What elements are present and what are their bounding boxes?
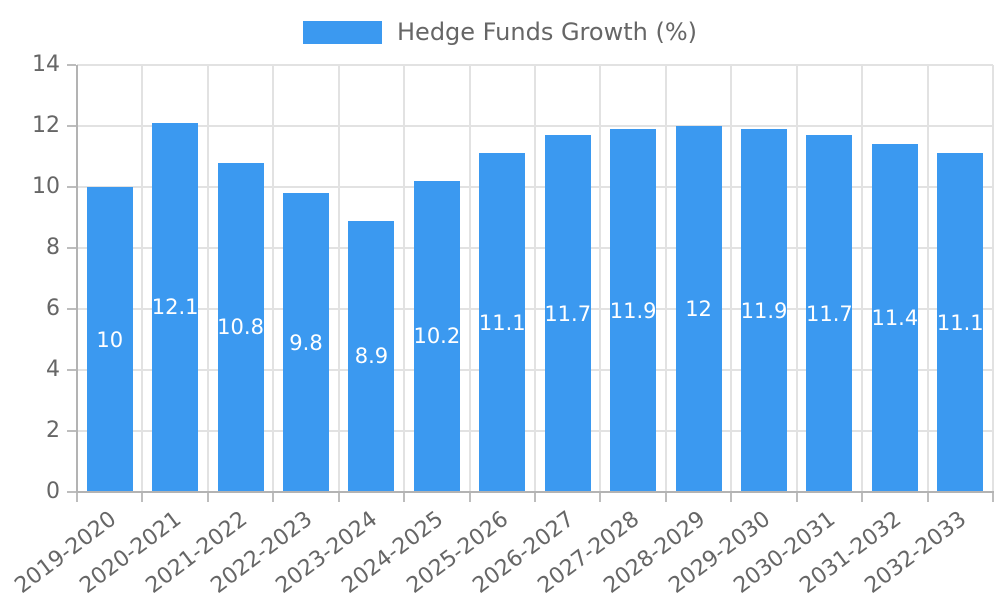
bar[interactable] <box>806 135 853 491</box>
legend-label: Hedge Funds Growth (%) <box>397 18 697 46</box>
bar-value-label: 11.9 <box>740 298 788 323</box>
gridline-vertical <box>795 65 798 492</box>
x-tick <box>272 493 275 502</box>
bar-value-label: 10 <box>96 327 124 352</box>
y-tick <box>67 125 76 127</box>
bar-value-label: 11.1 <box>478 310 526 335</box>
y-tick <box>67 430 76 432</box>
bar[interactable] <box>741 129 787 491</box>
bar-value-label: 11.7 <box>806 301 853 326</box>
bar[interactable] <box>871 144 918 491</box>
y-tick-label: 8 <box>46 235 60 260</box>
x-tick <box>468 493 471 502</box>
gridline-vertical <box>337 65 340 492</box>
x-tick <box>403 493 406 502</box>
gridline-vertical <box>272 65 275 492</box>
bar[interactable] <box>283 193 329 491</box>
gridline-vertical <box>664 65 667 492</box>
bar-value-label: 11.7 <box>544 301 592 326</box>
bar[interactable] <box>937 153 984 491</box>
gridline-vertical <box>992 65 994 492</box>
bar-value-label: 10.8 <box>217 315 264 340</box>
y-tick-label: 4 <box>46 357 60 382</box>
y-tick <box>67 186 76 188</box>
x-tick <box>795 493 798 502</box>
y-tick-label: 14 <box>32 52 60 77</box>
x-tick <box>534 493 536 502</box>
gridline-vertical <box>468 65 471 492</box>
bar-value-label: 12.1 <box>151 295 199 320</box>
bar[interactable] <box>544 135 591 491</box>
x-tick <box>599 493 602 502</box>
bar[interactable] <box>479 153 526 491</box>
gridline-vertical <box>534 65 536 492</box>
bar-value-label: 11.4 <box>871 306 919 331</box>
y-tick-label: 10 <box>32 174 60 199</box>
bar[interactable] <box>413 180 460 491</box>
legend-item[interactable]: Hedge Funds Growth (%) <box>303 17 697 47</box>
y-tick-label: 0 <box>46 479 60 504</box>
y-tick <box>67 369 76 371</box>
bar-value-label: 9.8 <box>289 330 323 355</box>
bar-value-label: 8.9 <box>354 344 389 369</box>
y-tick <box>67 64 76 66</box>
legend: Hedge Funds Growth (%) <box>0 17 1000 47</box>
bar[interactable] <box>348 220 395 491</box>
x-tick <box>926 493 929 502</box>
y-axis-line <box>76 65 78 492</box>
x-tick <box>664 493 667 502</box>
x-tick <box>76 493 78 502</box>
bar[interactable] <box>610 129 657 491</box>
bar[interactable] <box>86 187 133 491</box>
x-tick <box>861 493 864 502</box>
x-tick <box>992 493 994 502</box>
gridline-vertical <box>926 65 929 492</box>
gridline-vertical <box>730 65 733 492</box>
bar-value-label: 10.2 <box>413 324 461 349</box>
bar-value-label: 11.1 <box>936 310 984 335</box>
gridline-vertical <box>403 65 406 492</box>
x-tick <box>730 493 733 502</box>
bar-value-label: 12 <box>685 297 712 321</box>
legend-swatch-icon <box>303 20 382 44</box>
y-tick <box>67 491 76 493</box>
gridline-vertical <box>141 65 144 492</box>
y-tick-label: 6 <box>46 296 60 321</box>
gridline-vertical <box>599 65 602 492</box>
bar[interactable] <box>152 122 199 491</box>
gridline-vertical <box>861 65 864 492</box>
gridline-vertical <box>206 65 209 492</box>
x-tick <box>337 493 340 502</box>
bar-value-label: 11.9 <box>609 298 657 323</box>
x-tick <box>141 493 144 502</box>
x-tick <box>206 493 209 502</box>
y-tick <box>67 247 76 249</box>
x-axis-line <box>76 491 994 493</box>
bar[interactable] <box>217 162 264 491</box>
y-tick-label: 2 <box>46 418 60 443</box>
y-tick-label: 12 <box>32 113 60 138</box>
y-tick <box>67 308 76 310</box>
bar[interactable] <box>675 126 722 491</box>
